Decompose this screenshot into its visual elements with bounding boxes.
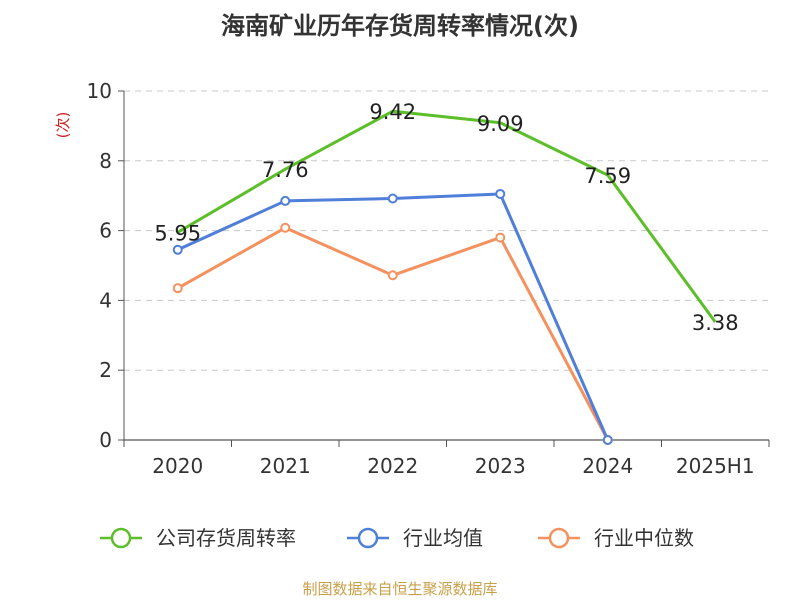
legend: 公司存货周转率 行业均值 行业中位数 [100, 526, 694, 550]
series-line-2 [177, 226, 610, 441]
series-2-point [387, 270, 398, 281]
data-label: 5.95 [154, 221, 201, 245]
legend-marker-1 [357, 527, 379, 549]
legend-marker-2 [548, 527, 570, 549]
axes: 0 2 4 6 8 10 2020 2021 2022 2023 2024 2025H1 (次) [54, 79, 770, 478]
source-note: 制图数据来自恒生聚源数据库 [302, 580, 498, 598]
y-tick-label-4: 4 [99, 288, 112, 312]
data-label: 7.76 [262, 158, 309, 182]
y-tick-label-2: 2 [99, 358, 112, 382]
x-tick-label-2020: 2020 [152, 454, 203, 478]
y-tick-label-6: 6 [99, 219, 112, 243]
series-1-point [602, 435, 613, 445]
y-axis-label: (次) [54, 112, 72, 139]
series-2-point [280, 222, 291, 233]
series-1-point [280, 195, 291, 206]
data-label: 9.09 [477, 112, 524, 136]
series-1-point [172, 244, 183, 255]
legend-label-0: 公司存货周转率 [156, 526, 296, 550]
chart-title: 海南矿业历年存货周转率情况(次) [221, 12, 579, 40]
x-tick-label-2021: 2021 [260, 454, 311, 478]
series-1-point [387, 193, 398, 204]
legend-label-1: 行业均值 [403, 526, 483, 550]
data-label: 9.42 [369, 100, 416, 124]
series-points [172, 188, 613, 445]
data-label: 7.59 [584, 164, 631, 188]
series-line-0 [176, 109, 717, 323]
x-tick-label-2023: 2023 [475, 454, 526, 478]
series-2-point [495, 232, 506, 243]
y-tick-label-8: 8 [99, 149, 112, 173]
series-2-point [172, 283, 183, 294]
grid-lines [124, 90, 769, 371]
x-tick-label-2025H1: 2025H1 [676, 454, 755, 478]
x-tick-label-2022: 2022 [367, 454, 418, 478]
data-labels: 5.95 7.76 9.42 9.09 7.59 3.38 [154, 100, 738, 335]
y-tick-label-0: 0 [99, 428, 112, 452]
legend-label-2: 行业中位数 [594, 526, 694, 550]
y-tick-label-10: 10 [87, 79, 112, 103]
x-tick-label-2024: 2024 [582, 454, 633, 478]
data-label: 3.38 [692, 311, 739, 335]
legend-marker-0 [110, 527, 132, 549]
series-1-point [495, 188, 506, 199]
